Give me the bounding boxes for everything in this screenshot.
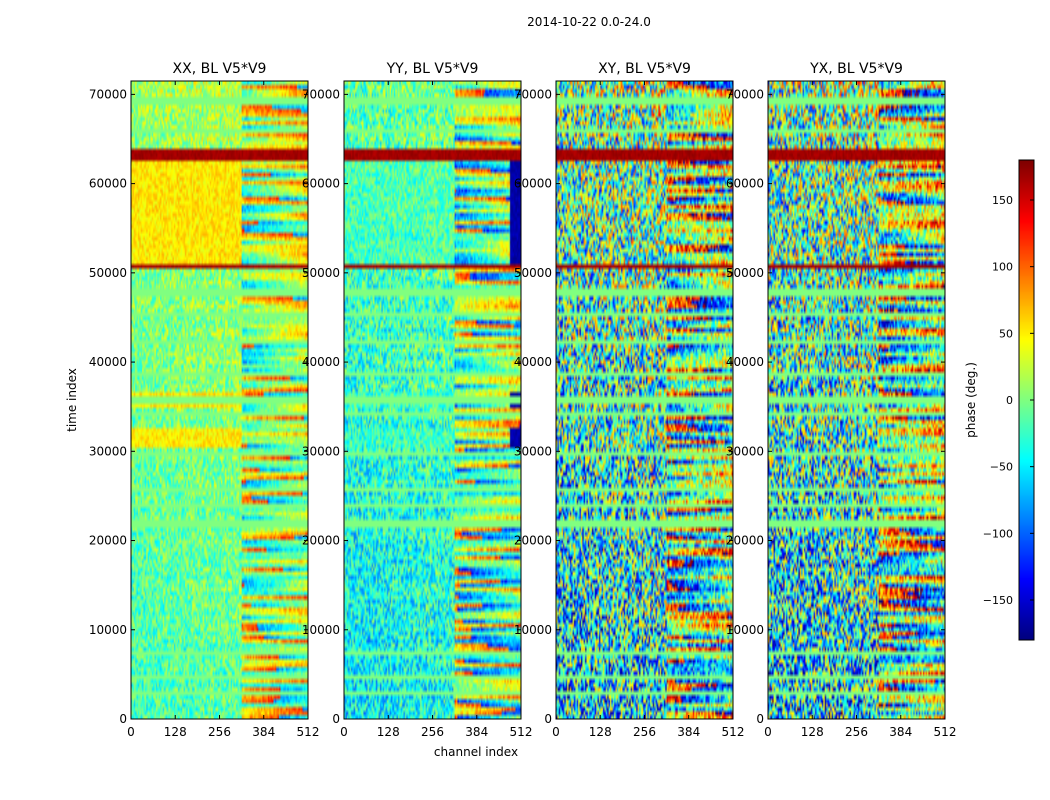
x-tick-label: 0 xyxy=(127,725,135,739)
y-tick-label: 30000 xyxy=(302,444,340,458)
x-tick-label: 128 xyxy=(589,725,612,739)
colorbar-tick-label: −100 xyxy=(983,527,1013,540)
y-tick-label: 10000 xyxy=(302,623,340,637)
y-tick-label: 40000 xyxy=(302,355,340,369)
panel-4: YX, BL V5*V9 0 128 256 384 512 0 10000 20000 3000… xyxy=(726,61,957,739)
panel-title: XY, BL V5*V9 xyxy=(598,61,691,77)
colorbar-tick-label: −50 xyxy=(990,461,1013,474)
colorbar-label: phase (deg.) xyxy=(964,362,978,438)
y-tick-label: 70000 xyxy=(302,87,340,101)
x-tick-label: 256 xyxy=(633,725,656,739)
x-tick-label: 128 xyxy=(377,725,400,739)
y-tick-label: 40000 xyxy=(514,355,552,369)
phase-heatmap-4 xyxy=(768,81,945,719)
x-tick-label: 512 xyxy=(934,725,957,739)
y-tick-label: 50000 xyxy=(514,266,552,280)
colorbar-tick-label: 50 xyxy=(999,327,1013,340)
x-tick-label: 384 xyxy=(252,725,275,739)
x-tick-label: 256 xyxy=(421,725,444,739)
panels-group: XX, BL V5*V9 0 128 256 384 512 0 10000 20000 3000… xyxy=(89,61,957,739)
phase-heatmap-3 xyxy=(556,81,733,719)
x-tick-label: 128 xyxy=(164,725,187,739)
phase-heatmap-1 xyxy=(131,81,308,719)
y-tick-label: 70000 xyxy=(726,87,764,101)
y-tick-label: 30000 xyxy=(89,444,127,458)
x-tick-label: 128 xyxy=(801,725,824,739)
y-axis-label: time index xyxy=(65,368,79,432)
y-tick-label: 20000 xyxy=(726,534,764,548)
y-tick-label: 20000 xyxy=(302,534,340,548)
x-tick-label: 384 xyxy=(465,725,488,739)
panel-1: XX, BL V5*V9 0 128 256 384 512 0 10000 20000 3000… xyxy=(89,61,320,739)
x-tick-label: 512 xyxy=(510,725,533,739)
y-tick-label: 30000 xyxy=(514,444,552,458)
y-tick-label: 60000 xyxy=(89,177,127,191)
x-tick-label: 512 xyxy=(722,725,745,739)
y-tick-label: 30000 xyxy=(726,444,764,458)
x-tick-label: 256 xyxy=(208,725,231,739)
x-tick-label: 0 xyxy=(764,725,772,739)
y-tick-label: 40000 xyxy=(726,355,764,369)
panel-3: XY, BL V5*V9 0 128 256 384 512 0 10000 20000 3000… xyxy=(514,61,745,739)
colorbar-tick-label: 0 xyxy=(1006,394,1013,407)
phase-heatmap-2 xyxy=(344,81,521,719)
colorbar-tick-label: −150 xyxy=(983,594,1013,607)
y-tick-label: 70000 xyxy=(89,87,127,101)
y-tick-label: 50000 xyxy=(726,266,764,280)
figure-suptitle: 2014-10-22 0.0-24.0 xyxy=(527,15,651,29)
y-tick-label: 0 xyxy=(756,712,764,726)
y-tick-label: 50000 xyxy=(89,266,127,280)
y-tick-label: 50000 xyxy=(302,266,340,280)
x-axis-label: channel index xyxy=(434,745,518,759)
y-tick-label: 20000 xyxy=(89,534,127,548)
y-tick-label: 0 xyxy=(332,712,340,726)
y-tick-label: 60000 xyxy=(514,177,552,191)
panel-title: XX, BL V5*V9 xyxy=(173,61,267,77)
y-tick-label: 60000 xyxy=(302,177,340,191)
y-tick-label: 60000 xyxy=(726,177,764,191)
y-tick-label: 40000 xyxy=(89,355,127,369)
y-tick-label: 70000 xyxy=(514,87,552,101)
y-tick-label: 0 xyxy=(544,712,552,726)
x-tick-label: 0 xyxy=(552,725,560,739)
x-tick-label: 512 xyxy=(297,725,320,739)
colorbar: −150 −100 −50 0 50 100 150 xyxy=(983,159,1035,641)
y-tick-label: 10000 xyxy=(726,623,764,637)
colorbar-tick-label: 100 xyxy=(992,261,1013,274)
x-tick-label: 384 xyxy=(677,725,700,739)
panel-2: YY, BL V5*V9 0 128 256 384 512 0 10000 20000 3000… xyxy=(302,61,533,739)
panel-title: YX, BL V5*V9 xyxy=(809,61,903,77)
y-tick-label: 10000 xyxy=(89,623,127,637)
y-tick-label: 10000 xyxy=(514,623,552,637)
panel-title: YY, BL V5*V9 xyxy=(386,61,479,77)
colorbar-gradient xyxy=(1019,160,1034,640)
x-tick-label: 384 xyxy=(889,725,912,739)
colorbar-tick-label: 150 xyxy=(992,194,1013,207)
x-tick-label: 256 xyxy=(845,725,868,739)
x-tick-label: 0 xyxy=(340,725,348,739)
y-tick-label: 20000 xyxy=(514,534,552,548)
y-tick-label: 0 xyxy=(119,712,127,726)
